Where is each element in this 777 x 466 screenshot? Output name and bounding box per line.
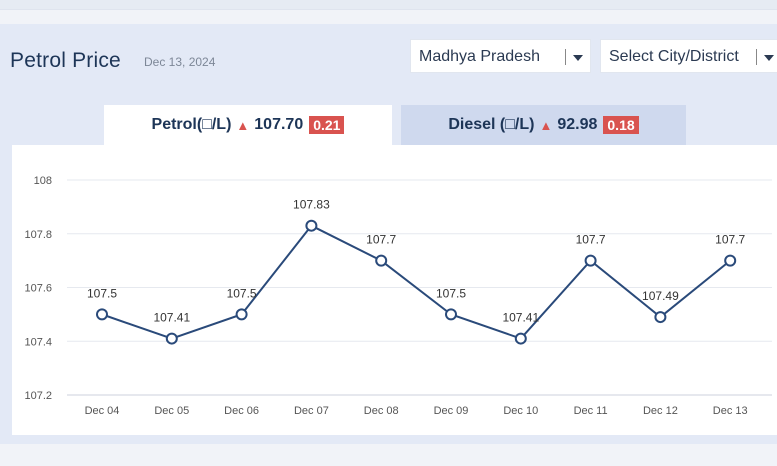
tab-petrol[interactable]: Petrol(□/L) ▲ 107.70 0.21 bbox=[104, 105, 392, 145]
x-tick-label: Dec 13 bbox=[713, 405, 748, 417]
data-point bbox=[375, 254, 388, 267]
x-tick-label: Dec 07 bbox=[294, 405, 329, 417]
x-tick-label: Dec 08 bbox=[364, 405, 399, 417]
data-label: 107.41 bbox=[502, 311, 539, 325]
data-point bbox=[514, 332, 527, 345]
tab-diesel-label: Diesel (□/L) bbox=[448, 116, 535, 133]
data-point bbox=[305, 219, 318, 232]
x-tick-label: Dec 10 bbox=[503, 405, 538, 417]
state-select-divider bbox=[565, 49, 566, 65]
data-label: 107.5 bbox=[227, 286, 257, 300]
x-tick-label: Dec 12 bbox=[643, 405, 678, 417]
data-point bbox=[235, 308, 248, 321]
data-label: 107.5 bbox=[87, 286, 117, 300]
y-tick-label: 108 bbox=[34, 175, 52, 187]
data-label: 107.5 bbox=[436, 286, 466, 300]
top-strip bbox=[0, 0, 777, 10]
tab-petrol-change-badge: 0.21 bbox=[309, 116, 345, 134]
x-tick-label: Dec 09 bbox=[434, 405, 469, 417]
x-tick-label: Dec 11 bbox=[574, 405, 608, 417]
tab-petrol-price: 107.70 bbox=[254, 116, 304, 133]
chevron-down-icon[interactable] bbox=[573, 55, 583, 61]
data-point bbox=[654, 311, 667, 324]
city-select-divider bbox=[756, 49, 757, 65]
tab-diesel-change-badge: 0.18 bbox=[603, 116, 639, 134]
price-date: Dec 13, 2024 bbox=[144, 55, 216, 69]
city-select-value: Select City/District bbox=[609, 48, 739, 65]
data-label: 107.41 bbox=[153, 311, 190, 325]
y-tick-label: 107.8 bbox=[24, 229, 52, 241]
y-tick-label: 107.2 bbox=[24, 390, 52, 402]
tab-diesel-price: 92.98 bbox=[557, 116, 598, 133]
x-tick-label: Dec 05 bbox=[154, 405, 189, 417]
data-point bbox=[724, 254, 737, 267]
data-label: 107.7 bbox=[366, 233, 396, 247]
data-point bbox=[445, 308, 457, 321]
state-select[interactable]: Madhya Pradesh bbox=[410, 39, 591, 73]
data-label: 107.49 bbox=[642, 289, 679, 303]
price-chart-card: 107.2 107.4 107.6 107.8 108 Dec 04 Dec 05 Dec 0… bbox=[12, 145, 777, 435]
tab-diesel[interactable]: Diesel (□/L) ▲ 92.98 0.18 bbox=[401, 105, 686, 145]
price-line-chart: 107.2 107.4 107.6 107.8 108 Dec 04 Dec 05 Dec 0… bbox=[24, 175, 772, 417]
x-tick-label: Dec 06 bbox=[224, 405, 259, 417]
page-title: Petrol Price bbox=[10, 49, 121, 72]
price-up-icon: ▲ bbox=[236, 117, 250, 133]
state-select-value: Madhya Pradesh bbox=[419, 48, 540, 65]
data-label: 107.7 bbox=[715, 233, 745, 247]
tab-petrol-label: Petrol(□/L) bbox=[151, 116, 232, 133]
y-tick-label: 107.4 bbox=[24, 336, 52, 348]
price-up-icon: ▲ bbox=[539, 117, 553, 133]
city-select[interactable]: Select City/District bbox=[600, 39, 777, 73]
y-tick-label: 107.6 bbox=[24, 283, 52, 295]
data-point bbox=[96, 308, 108, 321]
series-line bbox=[101, 224, 731, 340]
data-label: 107.7 bbox=[576, 233, 606, 247]
data-point bbox=[165, 332, 178, 345]
data-label: 107.83 bbox=[293, 198, 330, 212]
x-tick-label: Dec 04 bbox=[85, 405, 120, 417]
data-point bbox=[584, 254, 597, 267]
chevron-down-icon[interactable] bbox=[764, 55, 774, 61]
